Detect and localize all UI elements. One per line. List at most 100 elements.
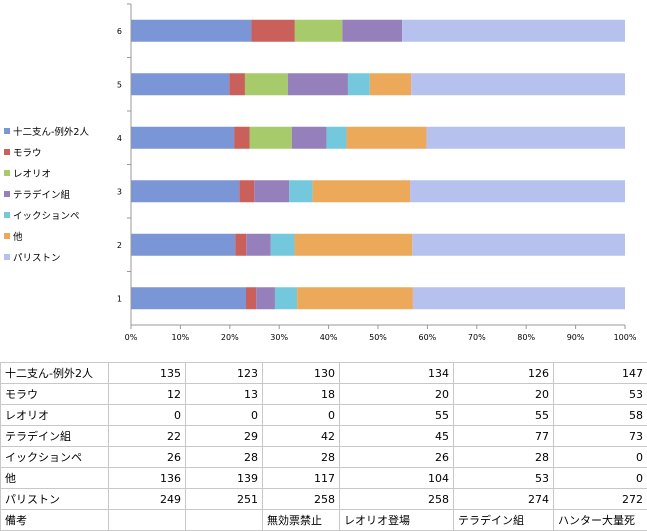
legend-label: 十二支ん-例外2人	[13, 124, 89, 138]
bar-segment	[229, 73, 245, 95]
value-cell: 251	[186, 489, 263, 510]
value-cell: 26	[340, 447, 454, 468]
bar-segment	[413, 287, 625, 309]
legend-label: 他	[13, 229, 23, 243]
legend-label: レオリオ	[13, 166, 51, 180]
value-cell: 53	[554, 384, 647, 405]
value-cell: 42	[263, 426, 340, 447]
value-cell: 28	[454, 447, 554, 468]
legend-swatch	[4, 170, 10, 176]
value-cell: 20	[454, 384, 554, 405]
value-cell: 12	[109, 384, 186, 405]
y-tick-label: 4	[117, 134, 122, 143]
value-cell: 139	[186, 468, 263, 489]
legend-swatch	[4, 191, 10, 197]
legend-item: レオリオ	[4, 162, 114, 183]
legend-swatch	[4, 212, 10, 218]
legend-label: モラウ	[13, 145, 42, 159]
value-cell: 28	[186, 447, 263, 468]
bar-segment	[289, 180, 312, 202]
bar-segment	[235, 234, 246, 256]
bar-segment	[326, 127, 346, 149]
row-label: モラウ	[1, 384, 109, 405]
legend-swatch	[4, 128, 10, 134]
value-cell: 147	[554, 363, 647, 384]
value-cell: 123	[186, 363, 263, 384]
value-cell: 77	[454, 426, 554, 447]
bar-segment	[426, 127, 625, 149]
value-cell: 58	[554, 405, 647, 426]
y-tick-label: 3	[117, 187, 122, 196]
value-cell: 274	[454, 489, 554, 510]
bar-segment	[411, 73, 625, 95]
legend-item: モラウ	[4, 141, 114, 162]
bar-segment	[370, 73, 411, 95]
bar-segment	[275, 287, 297, 309]
legend-swatch	[4, 254, 10, 260]
value-cell: 126	[454, 363, 554, 384]
value-cell: 249	[109, 489, 186, 510]
legend-swatch	[4, 233, 10, 239]
bar-segment	[131, 180, 239, 202]
note-cell: ハンター大量死	[554, 510, 647, 531]
value-cell: 258	[340, 489, 454, 510]
bar-segment	[245, 73, 288, 95]
bar-segment	[288, 73, 348, 95]
value-cell: 13	[186, 384, 263, 405]
x-tick-label: 10%	[172, 333, 190, 342]
bar-segment	[412, 234, 625, 256]
y-tick-label: 1	[117, 294, 122, 303]
legend-item: パリストン	[4, 246, 114, 267]
legend-label: パリストン	[13, 250, 61, 264]
bar-segment	[234, 127, 249, 149]
row-label: テラデイン組	[1, 426, 109, 447]
row-label: レオリオ	[1, 405, 109, 426]
x-tick-label: 60%	[419, 333, 437, 342]
row-label: 他	[1, 468, 109, 489]
value-cell: 134	[340, 363, 454, 384]
value-cell: 0	[263, 405, 340, 426]
x-tick-label: 40%	[320, 333, 338, 342]
bar-segment	[131, 287, 246, 309]
y-tick-label: 2	[117, 241, 122, 250]
notes-row: 備考無効票禁止レオリオ登場テラデイン組ハンター大量死	[1, 510, 647, 531]
value-cell: 0	[554, 447, 647, 468]
legend-item: 十二支ん-例外2人	[4, 120, 114, 141]
x-tick-label: 80%	[517, 333, 535, 342]
value-cell: 135	[109, 363, 186, 384]
x-tick-label: 100%	[614, 333, 637, 342]
value-cell: 73	[554, 426, 647, 447]
bar-segment	[131, 127, 234, 149]
bar-segment	[342, 20, 402, 42]
x-tick-label: 20%	[221, 333, 239, 342]
legend-item: 他	[4, 225, 114, 246]
legend-swatch	[4, 149, 10, 155]
value-cell: 53	[454, 468, 554, 489]
value-cell: 0	[554, 468, 647, 489]
note-cell: レオリオ登場	[340, 510, 454, 531]
value-cell: 117	[263, 468, 340, 489]
note-cell	[186, 510, 263, 531]
legend-item: イックションペ	[4, 204, 114, 225]
value-cell: 55	[454, 405, 554, 426]
chart-legend: 十二支ん-例外2人モラウレオリオテラデイン組イックションペ他パリストン	[4, 120, 114, 267]
x-tick-label: 30%	[270, 333, 288, 342]
bar-segment	[250, 127, 292, 149]
bar-segment	[246, 287, 256, 309]
bar-segment	[297, 287, 413, 309]
row-label: 備考	[1, 510, 109, 531]
note-cell: 無効票禁止	[263, 510, 340, 531]
bar-segment	[131, 73, 229, 95]
bar-segment	[246, 234, 271, 256]
value-cell: 28	[263, 447, 340, 468]
bar-segment	[292, 127, 327, 149]
value-cell: 130	[263, 363, 340, 384]
value-cell: 18	[263, 384, 340, 405]
bar-segment	[131, 20, 251, 42]
